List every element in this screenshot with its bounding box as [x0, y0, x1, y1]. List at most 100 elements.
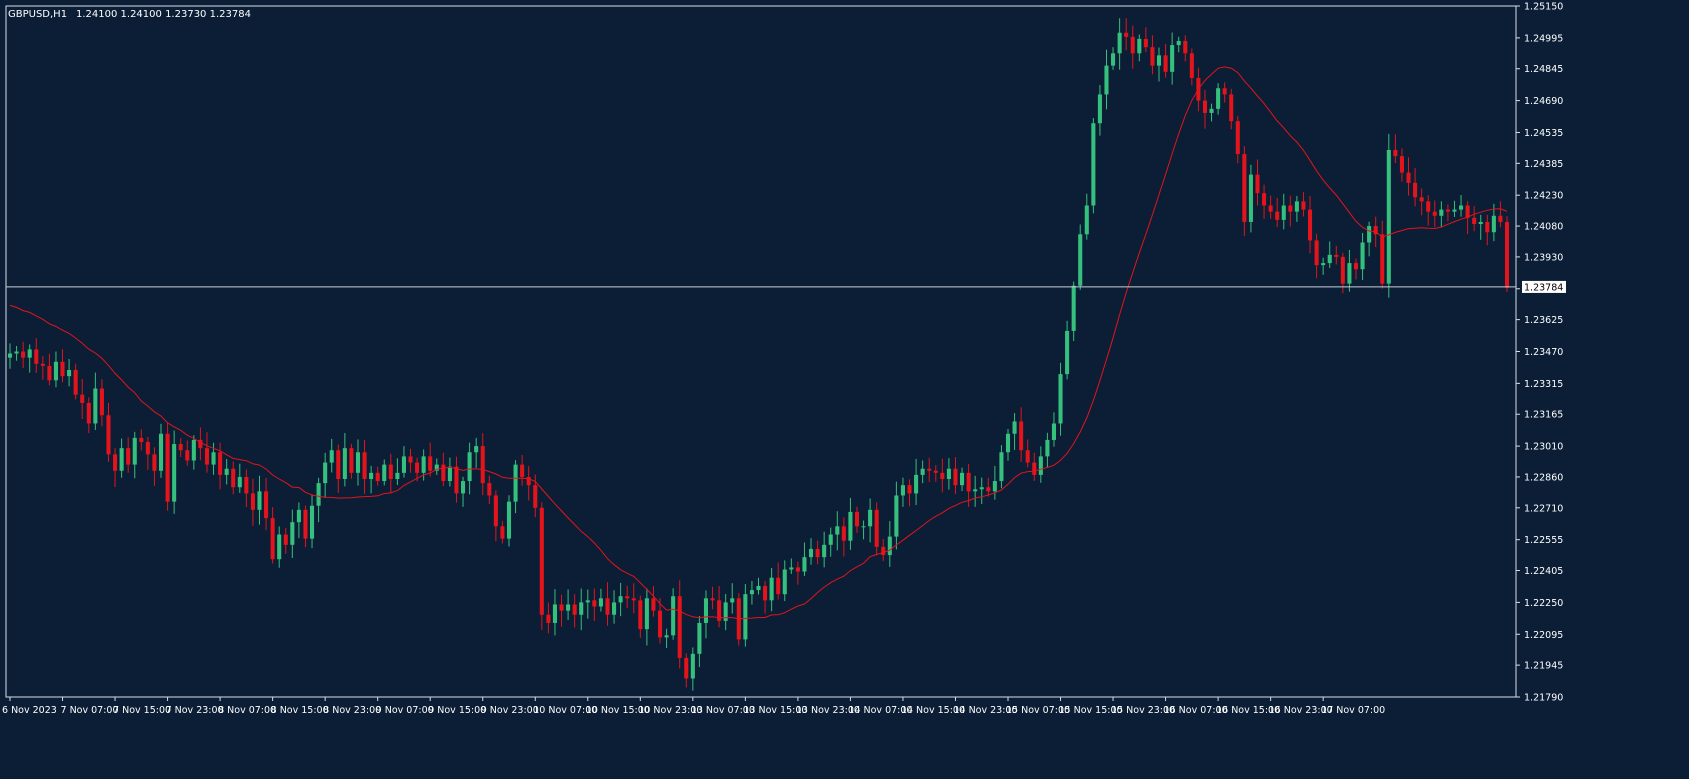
candle-body [1353, 263, 1359, 270]
y-tick-label: 1.22710 [1524, 503, 1563, 514]
candle-body [808, 548, 814, 558]
candle-body [1091, 123, 1096, 206]
candle-body [894, 495, 899, 537]
candle-body [671, 596, 676, 636]
candle-body [1202, 100, 1208, 113]
ohlc-label: 1.24100 1.24100 1.23730 1.23784 [76, 9, 251, 20]
y-tick-label: 1.22555 [1524, 535, 1563, 546]
candle-body [907, 485, 912, 494]
candle-body [93, 388, 98, 424]
candle-body [592, 600, 597, 607]
x-tick-label: 13 Nov 15:00 [743, 705, 807, 716]
candle-body [395, 472, 400, 480]
candle-body [296, 509, 301, 523]
candle-body [566, 604, 571, 611]
candle-body [349, 448, 354, 473]
y-tick-label: 1.23470 [1524, 347, 1563, 358]
candle-body [231, 468, 236, 488]
candle-body [1137, 38, 1142, 54]
candle-body [828, 534, 833, 545]
candle-body [1491, 215, 1496, 233]
candle-body [1262, 193, 1267, 206]
candle-body [1051, 423, 1056, 440]
candle-body [1465, 205, 1470, 218]
candle-body [428, 456, 433, 471]
candle-body [1025, 450, 1030, 463]
candle-body [264, 491, 269, 519]
candle-body [973, 489, 978, 492]
candle-body [1005, 433, 1011, 453]
candle-body [946, 468, 951, 480]
candle-body [1445, 209, 1450, 212]
candle-body [1281, 205, 1286, 220]
y-tick-label: 1.21790 [1524, 693, 1563, 704]
candle-body [677, 596, 682, 658]
candle-body [887, 536, 892, 556]
candle-body [1288, 205, 1293, 212]
candle-body [1084, 205, 1089, 235]
candle-body [342, 448, 347, 480]
candle-body [1124, 32, 1129, 37]
candle-body [1340, 256, 1345, 284]
y-tick-label: 1.24080 [1524, 222, 1563, 233]
candle-body [382, 464, 387, 482]
candle-body [21, 351, 26, 358]
candle-body [355, 452, 361, 473]
y-tick-label: 1.24535 [1524, 128, 1563, 139]
candle-body [480, 446, 485, 484]
candle-body [1327, 254, 1332, 264]
y-tick-label: 1.23165 [1524, 410, 1563, 421]
candle-body [375, 472, 380, 482]
candle-body [1432, 211, 1437, 216]
y-tick-label: 1.24230 [1524, 191, 1563, 202]
candle-body [1183, 40, 1188, 54]
candle-body [250, 493, 255, 510]
x-tick-label: 8 Nov 15:00 [271, 705, 329, 716]
moving-average-line [9, 66, 1508, 620]
candle-body [789, 567, 794, 570]
candle-body [598, 598, 603, 607]
x-tick-label: 15 Nov 15:00 [1059, 705, 1123, 716]
candle-body [132, 437, 137, 465]
x-tick-label: 15 Nov 23:00 [1111, 705, 1175, 716]
candle-body [303, 509, 308, 539]
candle-body [1380, 234, 1385, 284]
x-tick-label: 7 Nov 23:00 [166, 705, 224, 716]
y-tick-label: 1.21945 [1524, 661, 1563, 672]
candle-body [1163, 55, 1168, 72]
moving-average-layer [9, 66, 1508, 620]
candle-body [99, 388, 104, 416]
y-tick-label: 1.24845 [1524, 64, 1563, 75]
y-tick-label: 1.24385 [1524, 159, 1563, 170]
candle-body [1367, 226, 1372, 243]
candle-body [47, 365, 52, 381]
candle-body [644, 598, 649, 630]
x-tick-label: 6 Nov 2023 [2, 705, 57, 716]
candle-body [1143, 38, 1148, 48]
candle-body [204, 448, 210, 465]
y-tick-label: 1.23010 [1524, 442, 1563, 453]
candle-body [612, 602, 617, 615]
candle-body [461, 481, 466, 494]
candle-body [493, 495, 498, 527]
candle-body [756, 585, 761, 591]
candle-body [835, 526, 840, 535]
candle-body [126, 448, 131, 465]
candle-body [86, 402, 91, 424]
candle-body [552, 604, 557, 623]
x-tick-label: 9 Nov 23:00 [481, 705, 539, 716]
candle-body [224, 468, 229, 475]
candle-body [822, 544, 827, 558]
candle-body [1242, 154, 1247, 222]
candle-body [1314, 240, 1319, 266]
candle-body [369, 472, 374, 480]
candle-body [454, 466, 459, 494]
candle-body [1130, 36, 1135, 54]
candle-body [940, 472, 945, 480]
candle-body [7, 353, 13, 358]
candle-body [743, 594, 748, 640]
candle-body [572, 604, 577, 615]
candle-body [1189, 53, 1194, 78]
